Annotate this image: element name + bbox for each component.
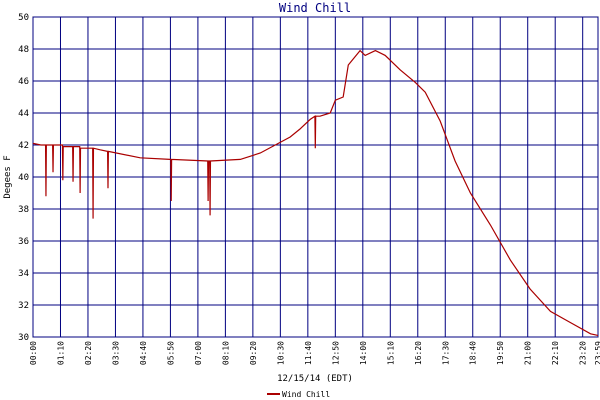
x-tick-label: 11:40: [304, 341, 313, 365]
x-tick-label: 16:20: [414, 341, 423, 365]
y-tick-label: 30: [18, 333, 29, 343]
y-tick-label: 32: [18, 301, 29, 311]
x-tick-label: 01:10: [56, 341, 65, 365]
y-tick-label: 50: [18, 13, 29, 23]
y-tick-label: 42: [18, 141, 29, 151]
legend-label: Wind Chill: [282, 390, 330, 399]
x-tick-label: 14:00: [359, 341, 368, 365]
x-tick-label: 21:00: [524, 341, 533, 365]
x-tick-label: 17:30: [441, 341, 450, 365]
x-tick-label: 23:20: [579, 341, 588, 365]
x-tick-label: 22:10: [551, 341, 560, 365]
y-tick-label: 44: [18, 109, 29, 119]
x-tick-label: 05:50: [166, 341, 175, 365]
x-tick-label: 08:10: [221, 341, 230, 365]
x-tick-label: 00:00: [29, 341, 38, 365]
y-tick-label: 34: [18, 269, 29, 279]
x-tick-label: 04:40: [139, 341, 148, 365]
y-tick-label: 46: [18, 77, 29, 87]
x-tick-label: 03:30: [111, 341, 120, 365]
x-tick-label: 10:30: [276, 341, 285, 365]
y-axis-label: Degees F: [3, 155, 13, 198]
x-tick-label: 19:50: [496, 341, 505, 365]
x-tick-label: 07:00: [194, 341, 203, 365]
x-tick-label: 09:20: [249, 341, 258, 365]
x-axis-label: 12/15/14 (EDT): [277, 374, 353, 384]
x-tick-label: 23:59: [594, 341, 600, 365]
y-tick-label: 36: [18, 237, 29, 247]
y-tick-label: 40: [18, 173, 29, 183]
x-tick-label: 18:40: [469, 341, 478, 365]
line: [32, 49, 599, 336]
y-tick-label: 48: [18, 45, 29, 55]
x-tick-label: 12:50: [331, 341, 340, 365]
x-tick-label: 15:10: [386, 341, 395, 365]
chart-title: Wind Chill: [279, 1, 351, 15]
y-tick-label: 38: [18, 205, 29, 215]
x-tick-label: 02:20: [84, 341, 93, 365]
